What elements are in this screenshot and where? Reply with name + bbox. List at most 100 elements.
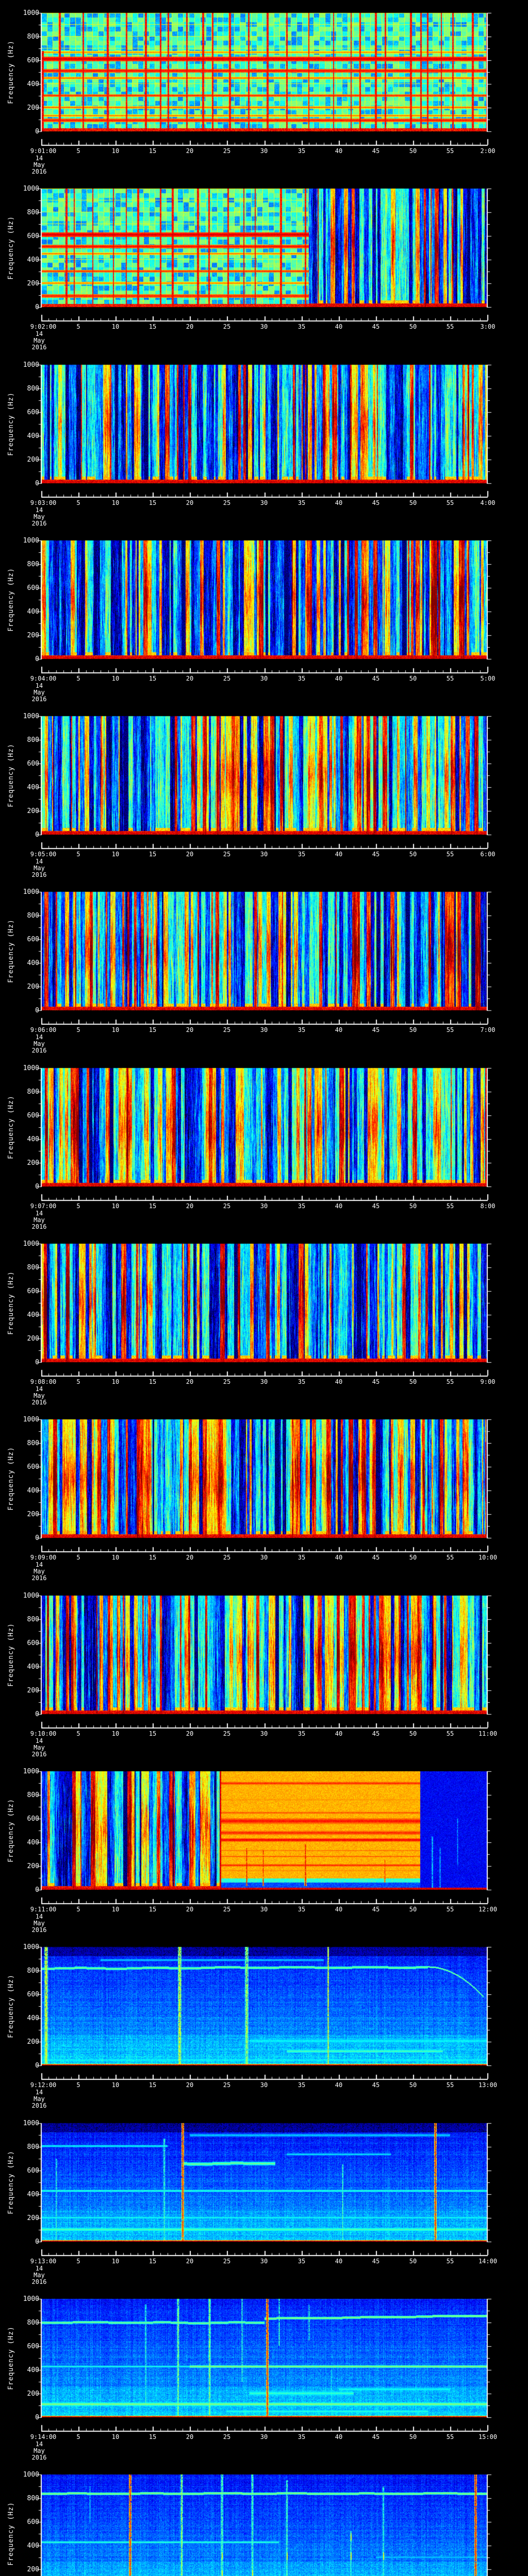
y-tick-label: 0 — [35, 655, 39, 663]
x-tick-label: 50 — [409, 2081, 417, 2089]
x-tick-label: 40 — [335, 147, 343, 155]
spectrogram-panel-9-04-00: Frequency (Hz) 9:04:00 5:00 0 200 400 600 80… — [0, 528, 528, 704]
date-label-line: 14 — [35, 858, 43, 865]
x-tick-label: 35 — [298, 2258, 306, 2265]
x-tick-label: 15 — [148, 147, 157, 155]
spectrogram-panel-9-03-00: Frequency (Hz) 9:03:00 4:00 0 200 400 600 80… — [0, 352, 528, 528]
x-axis-start-time-label: 9:01:00 — [30, 147, 57, 155]
x-axis-start-time-label: 9:08:00 — [30, 1378, 57, 1385]
y-tick-label: 600 — [27, 760, 39, 768]
x-tick-label: 50 — [409, 2258, 417, 2265]
y-tick-label: 0 — [35, 1710, 39, 1718]
spectrogram-plot — [0, 1406, 528, 1556]
x-tick-label: 50 — [409, 323, 417, 330]
x-tick-label: 15 — [148, 675, 157, 682]
x-tick-label: 30 — [260, 323, 268, 330]
date-label-line: 2016 — [31, 2102, 47, 2109]
y-tick-label: 400 — [27, 1311, 39, 1319]
date-label-line: May — [34, 1920, 45, 1927]
x-tick-label: 5 — [76, 851, 80, 858]
y-tick-label: 0 — [35, 480, 39, 487]
x-tick-label: 20 — [186, 1554, 194, 1561]
y-tick-label: 400 — [27, 2542, 39, 2550]
date-label-line: 14 — [35, 682, 43, 689]
x-tick-label: 15 — [148, 323, 157, 330]
spectrogram-panel-9-05-00: Frequency (Hz) 9:05:00 6:00 0 200 400 600 80… — [0, 703, 528, 879]
y-tick-label: 0 — [35, 2062, 39, 2070]
x-axis-end-time-label: 6:00 — [480, 851, 496, 858]
y-axis-title: Frequency (Hz) — [7, 743, 15, 807]
y-tick-label: 600 — [27, 936, 39, 943]
x-tick-label: 25 — [223, 1554, 231, 1561]
x-tick-label: 50 — [409, 1554, 417, 1561]
y-tick-label: 200 — [27, 2566, 39, 2573]
x-tick-label: 50 — [409, 1026, 417, 1033]
spectrogram-plot — [0, 176, 528, 325]
x-tick-label: 20 — [186, 1202, 194, 1210]
x-axis-end-time-label: 7:00 — [480, 1026, 496, 1033]
x-axis-end-time-label: 11:00 — [478, 1730, 498, 1737]
y-tick-label: 1000 — [23, 888, 39, 896]
x-tick-label: 5 — [76, 323, 80, 330]
x-tick-label: 55 — [446, 2258, 454, 2265]
x-tick-label: 30 — [260, 851, 268, 858]
x-tick-label: 25 — [223, 1202, 231, 1210]
x-tick-label: 20 — [186, 1026, 194, 1033]
y-tick-label: 200 — [27, 456, 39, 464]
x-tick-label: 35 — [298, 147, 306, 155]
spectrogram-plot — [0, 1934, 528, 2083]
spectrogram-panel-9-11-00: Frequency (Hz) 9:11:00 12:00 0 200 400 600 8… — [0, 1758, 528, 1935]
x-axis-start-time-label: 9:04:00 — [30, 675, 57, 682]
y-tick-label: 600 — [27, 1287, 39, 1295]
x-tick-label: 50 — [409, 1906, 417, 1913]
date-label-line: 2016 — [31, 1751, 47, 1758]
y-tick-label: 600 — [27, 584, 39, 592]
y-tick-label: 200 — [27, 2038, 39, 2046]
spectrogram-panel-9-08-00: Frequency (Hz) 9:08:00 9:00 0 200 400 600 80… — [0, 1231, 528, 1407]
x-tick-label: 30 — [260, 1026, 268, 1033]
x-axis-end-time-label: 10:00 — [478, 1554, 498, 1561]
x-tick-label: 55 — [446, 2081, 454, 2089]
date-label-line: 2016 — [31, 871, 47, 878]
y-tick-label: 600 — [27, 232, 39, 240]
date-label-line: May — [34, 2447, 45, 2454]
x-tick-label: 30 — [260, 1906, 268, 1913]
x-tick-label: 10 — [111, 1202, 120, 1210]
x-tick-label: 45 — [372, 675, 380, 682]
y-tick-label: 800 — [27, 1791, 39, 1799]
date-label-line: 2016 — [31, 1223, 47, 1230]
y-tick-label: 800 — [27, 33, 39, 41]
x-tick-label: 55 — [446, 1378, 454, 1385]
spectrogram-panel-9-07-00: Frequency (Hz) 9:07:00 8:00 0 200 400 600 80… — [0, 1055, 528, 1231]
x-tick-label: 5 — [76, 147, 80, 155]
x-tick-label: 30 — [260, 2433, 268, 2441]
y-tick-label: 800 — [27, 1616, 39, 1623]
date-label-line: 14 — [35, 1385, 43, 1393]
x-tick-label: 15 — [148, 1730, 157, 1737]
x-tick-label: 5 — [76, 1554, 80, 1561]
x-tick-label: 45 — [372, 1906, 380, 1913]
x-tick-label: 30 — [260, 2258, 268, 2265]
x-tick-label: 20 — [186, 851, 194, 858]
date-label-line: May — [34, 2272, 45, 2279]
x-tick-label: 5 — [76, 675, 80, 682]
y-axis-title: Frequency (Hz) — [7, 1974, 15, 2038]
y-tick-label: 400 — [27, 2366, 39, 2374]
x-tick-label: 5 — [76, 2081, 80, 2089]
y-tick-label: 1000 — [23, 185, 39, 193]
x-tick-label: 10 — [111, 851, 120, 858]
x-tick-label: 25 — [223, 675, 231, 682]
x-axis-end-time-label: 12:00 — [478, 1906, 498, 1913]
x-axis-end-time-label: 14:00 — [478, 2258, 498, 2265]
x-tick-label: 45 — [372, 499, 380, 506]
y-tick-label: 200 — [27, 2214, 39, 2222]
x-axis-start-time-label: 9:06:00 — [30, 1026, 57, 1033]
y-axis-title: Frequency (Hz) — [7, 1623, 15, 1687]
date-label-line: 2016 — [31, 168, 47, 175]
y-tick-label: 800 — [27, 736, 39, 744]
x-axis-start-time-label: 9:10:00 — [30, 1730, 57, 1737]
x-tick-label: 10 — [111, 2433, 120, 2441]
x-axis-start-time-label: 9:03:00 — [30, 499, 57, 506]
spectrogram-plot — [0, 1231, 528, 1380]
x-tick-label: 20 — [186, 2433, 194, 2441]
